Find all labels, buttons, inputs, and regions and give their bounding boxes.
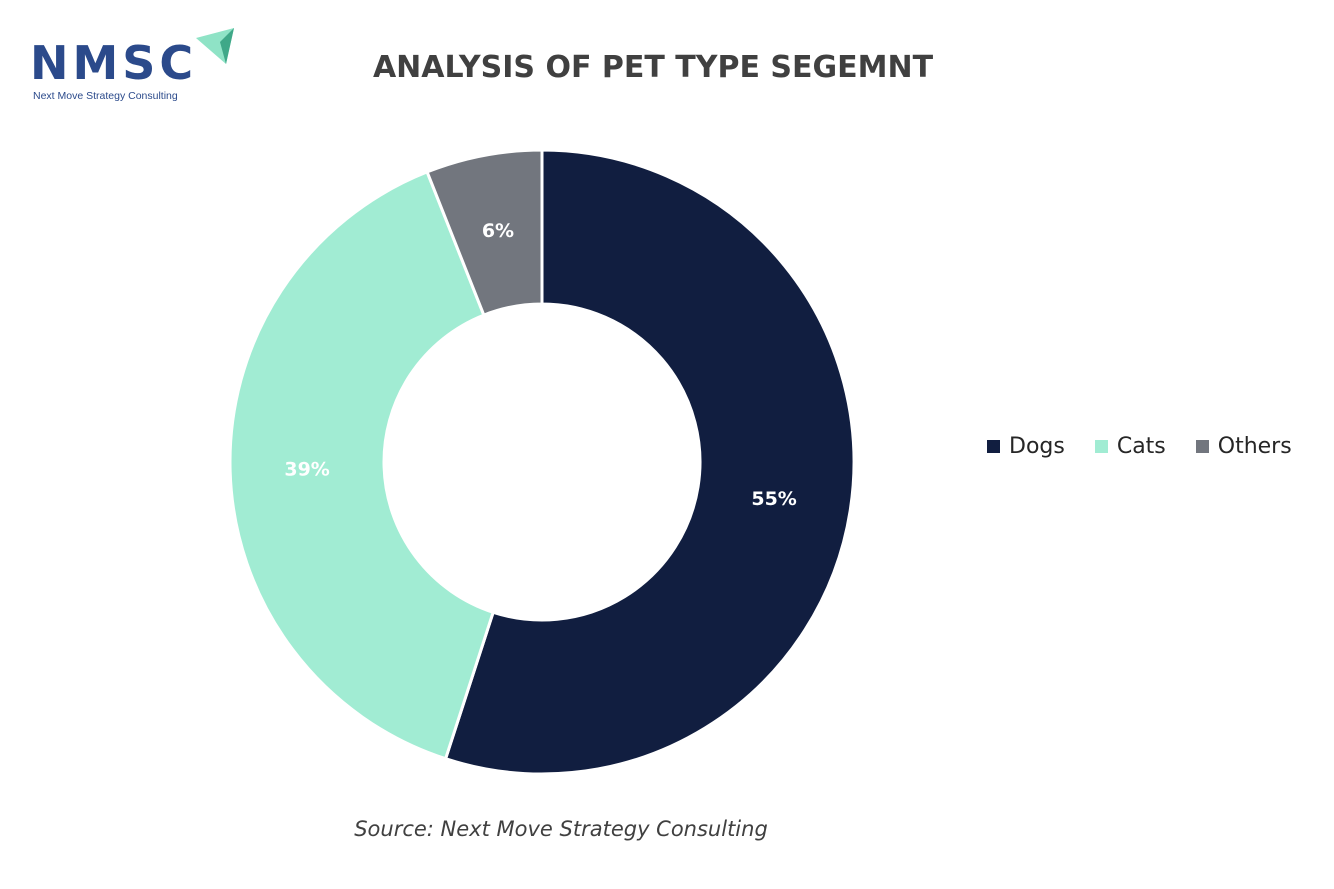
legend-label-cats: Cats [1116,434,1166,459]
legend-swatch-dogs [987,440,1000,453]
chart-title: ANALYSIS OF PET TYPE SEGEMNT [372,50,934,85]
legend-item-dogs: Dogs [987,434,1065,459]
legend-item-cats: Cats [1094,434,1166,459]
logo-text: NMSC [30,36,198,90]
company-logo: NMSC Next Move Strategy Consulting [30,26,234,106]
legend-item-others: Others [1195,434,1292,459]
chart-legend: Dogs Cats Others [987,434,1292,459]
legend-swatch-cats [1094,440,1108,453]
chart-source: Source: Next Move Strategy Consulting [354,817,768,841]
donut-slice-dogs [443,148,856,776]
donut-slice-cats [228,169,496,761]
legend-swatch-others [1195,440,1209,453]
paper-plane-icon [196,28,234,64]
data-label-dogs: 55% [751,488,796,510]
logo-subtitle: Next Move Strategy Consulting [33,90,178,102]
legend-label-dogs: Dogs [1009,434,1065,459]
donut-slice-others [425,148,544,318]
legend-label-others: Others [1217,434,1292,459]
data-label-cats: 39% [284,458,329,480]
data-label-others: 6% [482,220,514,242]
